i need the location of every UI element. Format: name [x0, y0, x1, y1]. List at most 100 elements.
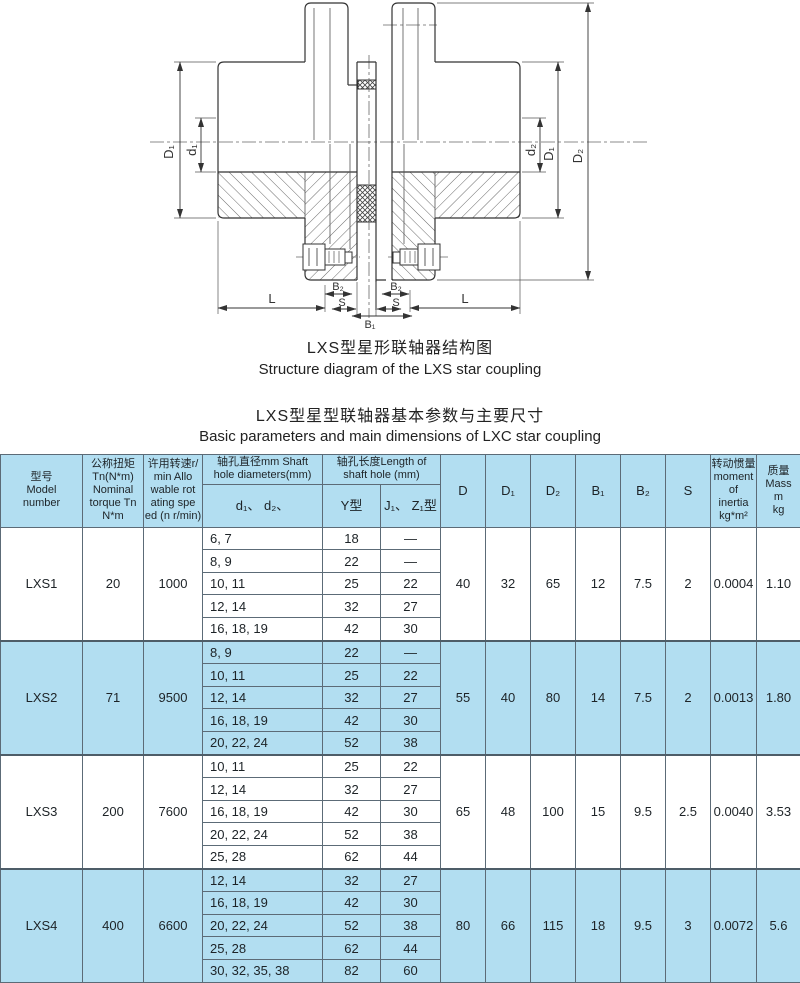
header-jz-type: J₁、 Z₁型 [381, 484, 441, 527]
cell-B1: 18 [576, 869, 621, 982]
structure-caption-en: Structure diagram of the LXS star coupli… [0, 360, 800, 380]
cell-shaft-hole-diameters: 20, 22, 24 [203, 732, 323, 755]
cell-mass: 3.53 [757, 755, 800, 869]
dim-label-L-left: L [268, 291, 275, 306]
header-inertia: 转动惯量 moment of inertia kg*m² [711, 454, 757, 527]
cell-shaft-hole-diameters: 30, 32, 35, 38 [203, 959, 323, 982]
cell-D1: 32 [486, 527, 531, 640]
dim-label-B1: B₁ [364, 319, 375, 331]
cell-shaft-hole-diameters: 6, 7 [203, 527, 323, 550]
cell-shaft-hole-diameters: 10, 11 [203, 755, 323, 778]
cell-jz-type-length: 30 [381, 800, 441, 823]
dim-label-B2-left: B₂ [332, 281, 344, 293]
cell-shaft-hole-diameters: 8, 9 [203, 641, 323, 664]
cell-D2: 80 [531, 641, 576, 755]
table-caption: LXS型星型联轴器基本参数与主要尺寸 Basic parameters and … [0, 406, 800, 448]
cell-shaft-hole-diameters: 20, 22, 24 [203, 914, 323, 937]
structure-caption-zh: LXS型星形联轴器结构图 [0, 338, 800, 360]
cell-jz-type-length: 22 [381, 664, 441, 687]
cell-B1: 14 [576, 641, 621, 755]
cell-B2: 9.5 [621, 869, 666, 982]
cell-S: 3 [666, 869, 711, 982]
cell-y-type-length: 42 [323, 618, 381, 641]
cell-shaft-hole-diameters: 16, 18, 19 [203, 709, 323, 732]
cell-y-type-length: 32 [323, 778, 381, 801]
cell-shaft-hole-diameters: 12, 14 [203, 686, 323, 709]
cell-jz-type-length: 22 [381, 755, 441, 778]
cell-jz-type-length: 30 [381, 892, 441, 915]
table-caption-zh: LXS型星型联轴器基本参数与主要尺寸 [0, 406, 800, 428]
cell-shaft-hole-diameters: 25, 28 [203, 937, 323, 960]
cell-shaft-hole-diameters: 16, 18, 19 [203, 800, 323, 823]
cell-y-type-length: 22 [323, 550, 381, 573]
cell-shaft-hole-diameters: 10, 11 [203, 664, 323, 687]
dim-label-D2: D₂ [570, 149, 585, 163]
header-torque: 公称扭矩 Tn(N*m) Nominal torque Tn N*m [83, 454, 144, 527]
structure-caption: LXS型星形联轴器结构图 Structure diagram of the LX… [0, 338, 800, 380]
dim-label-B2-right: B₂ [390, 281, 402, 293]
dim-label-d1: d₁ [184, 144, 199, 156]
cell-D1: 40 [486, 641, 531, 755]
cell-jz-type-length: — [381, 527, 441, 550]
cell-jz-type-length: — [381, 550, 441, 573]
header-B2: B₂ [621, 454, 666, 527]
cell-shaft-hole-diameters: 16, 18, 19 [203, 618, 323, 641]
cell-model-number: LXS2 [1, 641, 83, 755]
table-caption-en: Basic parameters and main dimensions of … [0, 427, 800, 447]
cell-D: 80 [441, 869, 486, 982]
header-shaft-length: 轴孔长度Length of shaft hole (mm) [323, 454, 441, 484]
cell-shaft-hole-diameters: 25, 28 [203, 846, 323, 869]
cell-y-type-length: 82 [323, 959, 381, 982]
cell-y-type-length: 52 [323, 732, 381, 755]
cell-B2: 7.5 [621, 527, 666, 640]
cell-y-type-length: 22 [323, 641, 381, 664]
cell-mass: 1.80 [757, 641, 800, 755]
cell-allowable-speed: 9500 [144, 641, 203, 755]
cell-y-type-length: 25 [323, 755, 381, 778]
cell-B2: 9.5 [621, 755, 666, 869]
cell-B1: 15 [576, 755, 621, 869]
dim-label-d2: d₂ [523, 144, 538, 156]
cell-shaft-hole-diameters: 12, 14 [203, 869, 323, 892]
extension-lines [174, 3, 594, 316]
cell-jz-type-length: 27 [381, 778, 441, 801]
cell-y-type-length: 52 [323, 823, 381, 846]
cell-D: 65 [441, 755, 486, 869]
cell-model-number: LXS1 [1, 527, 83, 640]
cell-allowable-speed: 1000 [144, 527, 203, 640]
cell-y-type-length: 62 [323, 937, 381, 960]
cell-allowable-speed: 6600 [144, 869, 203, 982]
cell-nominal-torque: 200 [83, 755, 144, 869]
dim-label-S-right: S [392, 297, 399, 309]
spider-element [357, 80, 376, 222]
cell-shaft-hole-diameters: 16, 18, 19 [203, 892, 323, 915]
cell-mass: 1.10 [757, 527, 800, 640]
cell-jz-type-length: 30 [381, 618, 441, 641]
cell-y-type-length: 25 [323, 572, 381, 595]
header-D1: D₁ [486, 454, 531, 527]
cell-jz-type-length: 38 [381, 823, 441, 846]
cell-y-type-length: 42 [323, 800, 381, 823]
cell-jz-type-length: 38 [381, 732, 441, 755]
cell-jz-type-length: 27 [381, 686, 441, 709]
cell-D: 55 [441, 641, 486, 755]
cell-inertia: 0.0013 [711, 641, 757, 755]
cell-shaft-hole-diameters: 12, 14 [203, 778, 323, 801]
header-S: S [666, 454, 711, 527]
dim-label-D1-right: D₁ [541, 147, 556, 161]
dim-label-L-right: L [461, 291, 468, 306]
dim-label-S-left: S [338, 297, 345, 309]
cell-model-number: LXS4 [1, 869, 83, 982]
cell-jz-type-length: 44 [381, 937, 441, 960]
cell-model-number: LXS3 [1, 755, 83, 869]
header-speed: 许用转速r/ min Allo wable rot ating spe ed (… [144, 454, 203, 527]
cell-y-type-length: 32 [323, 595, 381, 618]
cell-y-type-length: 25 [323, 664, 381, 687]
cell-jz-type-length: 44 [381, 846, 441, 869]
cell-nominal-torque: 20 [83, 527, 144, 640]
